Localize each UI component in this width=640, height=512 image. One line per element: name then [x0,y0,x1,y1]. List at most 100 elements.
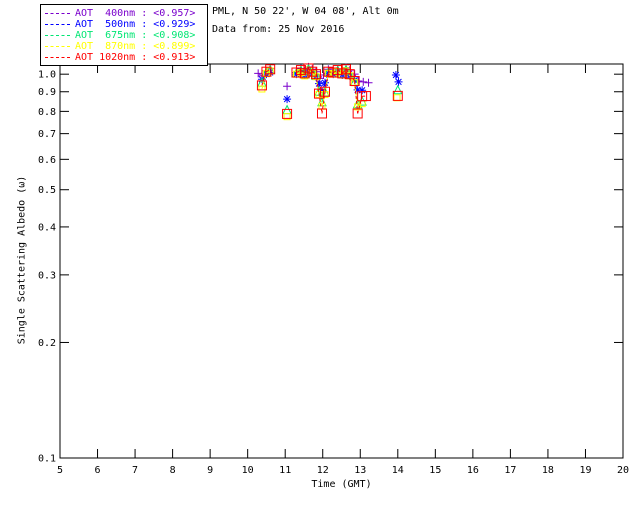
series-line-segment [321,82,326,92]
y-tick-label: 0.1 [38,454,56,465]
y-tick-label: 0.6 [38,155,56,166]
series-line-segment [321,91,326,114]
legend-entry-label: AOT 675nm : <0.908> [75,30,196,41]
series-line-segment [337,69,343,74]
x-tick-label: 11 [279,465,291,476]
square-marker [295,65,306,76]
square-marker [256,80,267,91]
series-line-segment [357,103,363,108]
square-marker [283,113,291,121]
series-line-segment [296,69,302,73]
x-tick-label: 7 [132,465,138,476]
series-line-segment [357,96,363,114]
asterisk-marker [314,79,323,88]
square-marker [258,85,266,93]
square-marker [392,90,403,101]
x-tick-label: 17 [504,465,516,476]
legend-entry-500nm: AOT 500nm : <0.929> [45,19,205,30]
series-line-segment [349,73,356,82]
y-tick-label: 0.2 [38,338,56,349]
square-marker [316,108,327,119]
y-tick-label: 0.8 [38,107,56,118]
series-line-segment [324,73,329,83]
y-axis-title: Single Scattering Albedo (ω) [16,175,28,345]
x-axis-title: Time (GMT) [311,479,372,490]
x-tick-label: 15 [429,465,441,476]
plus-marker [283,82,292,91]
x-tick-label: 19 [579,465,591,476]
x-tick-label: 18 [542,465,554,476]
legend-entry-1020nm: AOT 1020nm : <0.913> [45,52,205,63]
series-line-segment [318,91,323,103]
asterisk-marker [283,95,292,104]
series-line-segment [337,71,343,76]
legend-dashed-line-sample [45,57,70,58]
y-tick-label: 0.4 [38,222,56,233]
square-marker [352,108,363,119]
legend-dashed-line-sample [45,46,70,47]
y-tick-label: 0.9 [38,87,56,98]
plus-marker [364,78,373,87]
x-tick-label: 16 [467,465,479,476]
legend-box: AOT 400nm : <0.957> AOT 500nm : <0.929> AO… [40,4,208,66]
legend-entry-label: AOT 500nm : <0.929> [75,19,196,30]
asterisk-marker [320,78,329,87]
plot-frame [59,63,624,459]
x-tick-label: 8 [170,465,176,476]
square-marker [261,66,272,77]
series-line-segment [266,68,271,73]
series-line-segment [300,69,306,74]
series-line-segment [324,71,329,92]
triangle-marker [392,84,403,95]
series-aot-1020nm [256,63,403,119]
data-date-text: Data from: 25 Nov 2016 [212,24,345,35]
square-marker [303,63,314,74]
legend-dashed-line-sample [45,13,70,14]
legend-entry-label: AOT 1020nm : <0.913> [75,52,196,63]
square-marker [265,64,276,75]
square-marker [312,73,320,81]
x-tick-label: 9 [207,465,213,476]
asterisk-marker [358,86,367,95]
square-marker [319,86,330,97]
asterisk-marker [353,85,362,94]
series-line-segment [318,93,323,114]
x-tick-label: 20 [617,465,629,476]
x-tick-label: 6 [95,465,101,476]
y-tick-label: 1.0 [38,70,56,81]
y-tick-label: 0.5 [38,185,56,196]
series-line-segment [341,68,347,74]
x-tick-label: 12 [317,465,329,476]
series-line-segment [318,83,323,92]
y-tick-label: 0.3 [38,270,56,281]
legend-dashed-line-sample [45,24,70,25]
x-tick-label: 10 [242,465,254,476]
series-line-segment [354,80,359,114]
series-line-segment [333,71,338,75]
plus-marker [359,77,368,86]
square-marker [282,108,293,119]
legend-entry-400nm: AOT 400nm : <0.957> [45,8,205,19]
square-marker [313,88,324,99]
y-tick-label: 0.7 [38,129,56,140]
square-marker [310,69,321,80]
x-tick-label: 13 [354,465,366,476]
station-info-text: PML, N 50 22', W 04 08', Alt 0m [212,6,399,17]
legend-entry-870nm: AOT 870nm : <0.899> [45,41,205,52]
asterisk-marker [394,77,403,86]
legend-entry-label: AOT 400nm : <0.957> [75,8,196,19]
asterisk-marker [391,71,400,80]
legend-dashed-line-sample [45,35,70,36]
series-line-segment [296,72,302,75]
legend-entry-label: AOT 870nm : <0.899> [75,41,196,52]
square-marker [349,75,360,86]
series-line-segment [337,70,343,75]
square-marker [307,66,318,77]
legend-entry-675nm: AOT 675nm : <0.908> [45,30,205,41]
series-line-segment [333,69,338,73]
x-tick-label: 5 [57,465,63,476]
x-tick-label: 14 [392,465,404,476]
series-line-segment [315,74,320,94]
